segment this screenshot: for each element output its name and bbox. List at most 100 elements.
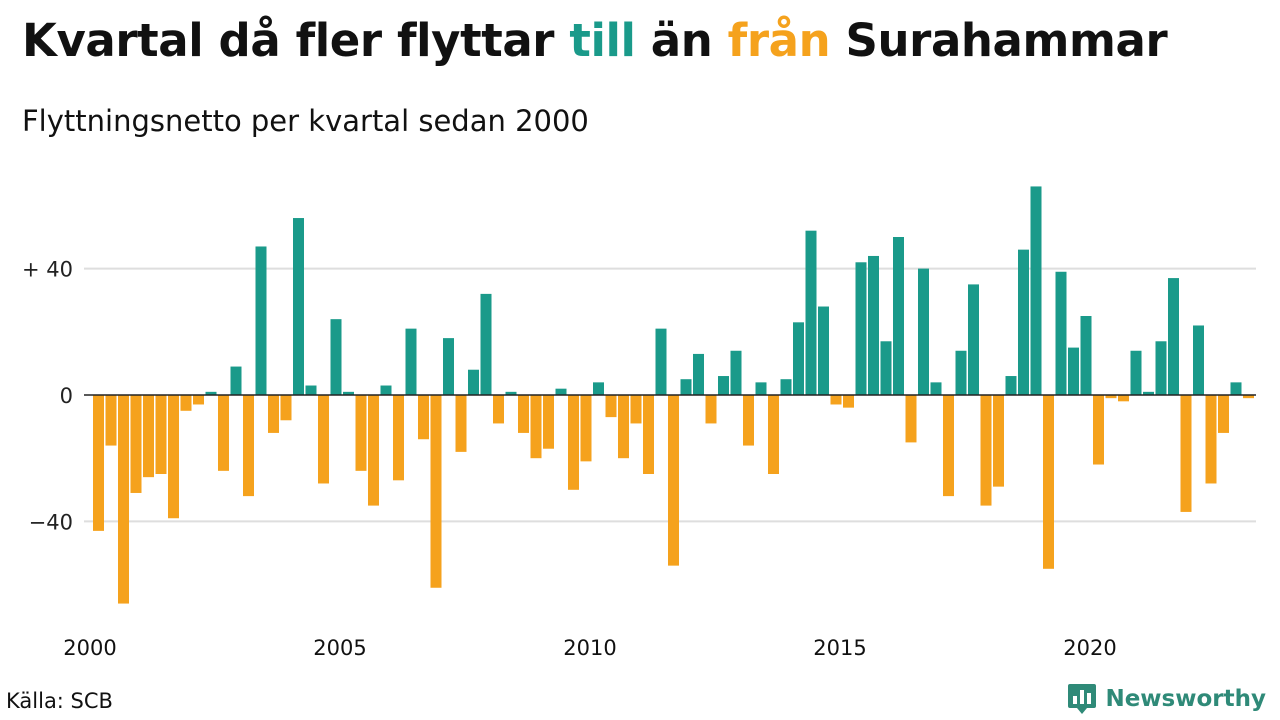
bar <box>818 306 829 395</box>
x-tick-label: 2000 <box>63 636 116 660</box>
x-tick-label: 2005 <box>313 636 366 660</box>
bar <box>443 338 454 395</box>
bar <box>955 350 967 395</box>
bar <box>1193 325 1204 395</box>
bar <box>680 379 692 395</box>
bar <box>330 319 342 395</box>
bar <box>368 395 379 506</box>
bar <box>768 395 779 474</box>
y-axis-labels: + 40 0 −40 <box>22 258 73 535</box>
bar-chart: + 40 0 −40 2000 2005 2010 2015 2020 <box>22 186 1256 660</box>
bar <box>605 395 617 418</box>
bar <box>168 395 179 519</box>
bar <box>318 395 329 484</box>
bar <box>693 353 704 395</box>
bar <box>655 328 667 395</box>
bar <box>1230 382 1242 395</box>
bar <box>1218 395 1229 433</box>
bar <box>380 385 392 395</box>
bar <box>530 395 542 459</box>
bar <box>543 395 554 449</box>
bar <box>155 395 167 474</box>
bar <box>1130 350 1142 395</box>
bar <box>805 230 817 395</box>
chart-subtitle: Flyttningsnetto per kvartal sedan 2000 <box>22 104 589 138</box>
bar <box>1243 395 1254 399</box>
bar <box>643 395 654 474</box>
bar <box>618 395 629 459</box>
bar <box>893 237 904 395</box>
bar <box>630 395 642 424</box>
bar-chart-logo-icon <box>1068 684 1097 714</box>
bar <box>1093 395 1104 465</box>
bar <box>143 395 154 478</box>
brand-name: Newsworthy <box>1105 686 1266 712</box>
title-prefix: Kvartal då fler flyttar <box>22 14 570 67</box>
bar <box>280 395 292 421</box>
bar <box>718 376 729 395</box>
bar <box>993 395 1004 487</box>
bar <box>1143 391 1154 395</box>
bar <box>1030 186 1042 395</box>
bar <box>580 395 592 462</box>
bar <box>943 395 954 497</box>
bar <box>793 322 804 395</box>
brand-logo[interactable]: Newsworthy <box>1067 682 1266 716</box>
bar <box>843 395 854 408</box>
bar <box>855 262 867 395</box>
bar <box>405 328 417 395</box>
bar <box>418 395 429 440</box>
bar <box>1018 249 1029 395</box>
bar <box>293 218 304 395</box>
source-label: Källa: SCB <box>6 689 113 713</box>
bar <box>1105 395 1117 399</box>
bar-series <box>84 186 1256 604</box>
bar <box>1205 395 1217 484</box>
bar <box>705 395 717 424</box>
bar <box>780 379 792 395</box>
bar <box>1155 341 1167 395</box>
chart-title: Kvartal då fler flyttar till än från Sur… <box>22 14 1168 67</box>
bar <box>268 395 279 433</box>
bar <box>343 391 354 395</box>
title-highlight-fran: från <box>727 14 831 67</box>
bar <box>1043 395 1054 569</box>
bar <box>980 395 992 506</box>
bar <box>668 395 679 566</box>
bar <box>868 255 879 395</box>
bar <box>755 382 767 395</box>
bar <box>230 366 242 395</box>
bar <box>1168 278 1179 395</box>
bar <box>830 395 842 405</box>
bar <box>1118 395 1129 402</box>
bar <box>555 388 567 395</box>
title-highlight-till: till <box>569 14 636 67</box>
x-axis-labels: 2000 2005 2010 2015 2020 <box>63 636 1116 660</box>
title-suffix: Surahammar <box>830 14 1168 67</box>
bar <box>743 395 754 446</box>
bar <box>355 395 367 471</box>
bar <box>930 382 942 395</box>
x-tick-label: 2010 <box>563 636 616 660</box>
bar <box>255 246 267 395</box>
bar <box>918 268 929 395</box>
bar <box>205 391 217 395</box>
bar <box>180 395 192 411</box>
bar <box>568 395 579 490</box>
bar <box>505 391 517 395</box>
bar <box>243 395 254 497</box>
y-tick-label: −40 <box>29 510 73 534</box>
bar <box>305 385 317 395</box>
bar <box>118 395 129 604</box>
bar <box>218 395 229 471</box>
bar <box>393 395 404 481</box>
bar <box>593 382 604 395</box>
bar <box>105 395 117 446</box>
bar <box>93 395 104 531</box>
bar <box>968 284 979 395</box>
bar <box>730 350 742 395</box>
bar <box>1055 271 1067 395</box>
title-middle: än <box>635 14 728 67</box>
bar <box>905 395 917 443</box>
y-tick-label: 0 <box>60 384 73 408</box>
